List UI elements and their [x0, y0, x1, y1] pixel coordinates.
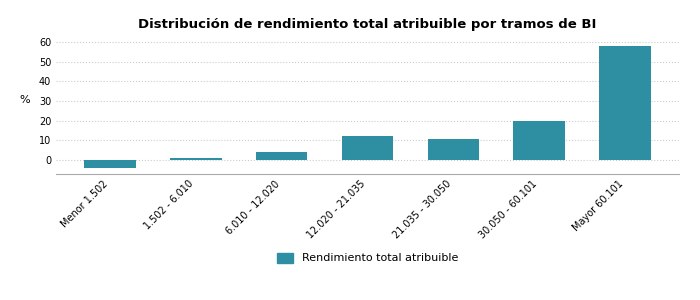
Bar	[599, 46, 651, 160]
Bar	[513, 121, 565, 160]
Y-axis label: %: %	[20, 95, 30, 105]
Title: Distribución de rendimiento total atribuible por tramos de BI: Distribución de rendimiento total atribu…	[139, 18, 596, 31]
Bar	[256, 152, 307, 160]
Bar	[84, 160, 136, 168]
Bar	[170, 158, 222, 160]
Legend: Rendimiento total atribuible: Rendimiento total atribuible	[272, 248, 463, 268]
Bar	[342, 136, 393, 160]
Bar	[428, 139, 479, 160]
